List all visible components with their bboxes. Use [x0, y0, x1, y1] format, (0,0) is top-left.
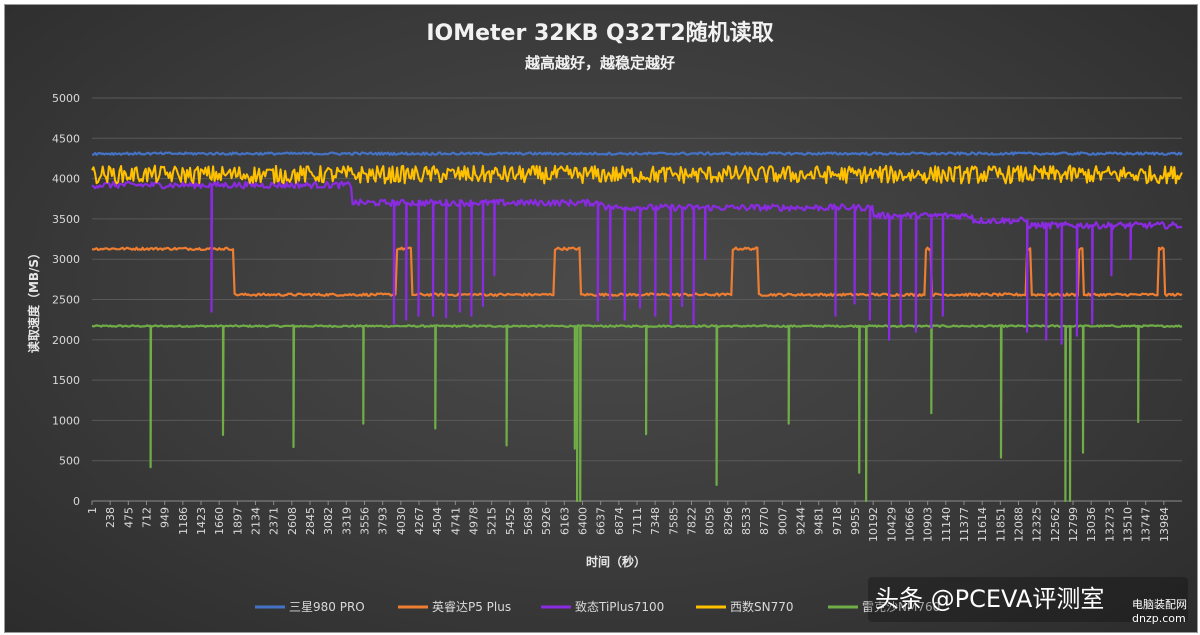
x-tick-label: 10429 — [885, 507, 898, 542]
x-tick-label: 2371 — [268, 507, 281, 535]
legend-label: 三星980 PRO — [289, 600, 365, 614]
x-tick-label: 13747 — [1140, 507, 1153, 542]
x-tick-label: 12325 — [1031, 507, 1044, 542]
x-tick-label: 1186 — [177, 507, 190, 535]
y-tick-label: 3500 — [52, 213, 80, 226]
x-tick-label: 949 — [159, 507, 172, 528]
x-tick-label: 5452 — [504, 507, 517, 535]
x-tick-label: 238 — [104, 507, 117, 528]
y-tick-label: 2000 — [52, 334, 80, 347]
watermark: 头条 @PCEVA评测室 电脑装配网 dnzp.com — [868, 577, 1188, 625]
watermark-backdrop — [868, 577, 1188, 622]
x-tick-label: 4741 — [449, 507, 462, 535]
y-tick-label: 0 — [73, 495, 80, 508]
x-tick-label: 8059 — [704, 507, 717, 535]
x-tick-label: 2845 — [304, 507, 317, 535]
x-tick-label: 1 — [86, 507, 99, 514]
y-tick-label: 1000 — [52, 414, 80, 427]
x-axis-title: 时间（秒） — [586, 554, 646, 569]
x-tick-label: 11614 — [976, 507, 989, 542]
x-tick-label: 13273 — [1103, 507, 1116, 542]
x-tick-label: 6163 — [558, 507, 571, 535]
series-line — [92, 151, 1183, 156]
y-tick-label: 4500 — [52, 132, 80, 145]
y-tick-label: 4000 — [52, 173, 80, 186]
watermark-text: 头条 @PCEVA评测室 — [875, 585, 1104, 613]
x-tick-label: 10903 — [922, 507, 935, 542]
series-line — [91, 164, 1183, 185]
x-tick-label: 7822 — [686, 507, 699, 535]
y-tick-label: 1500 — [52, 374, 80, 387]
x-tick-label: 9955 — [849, 507, 862, 535]
x-tick-label: 9718 — [831, 507, 844, 535]
legend-label: 雷克沙NM760 — [862, 600, 940, 614]
legend: 三星980 PRO 英睿达P5 Plus 致态TiPlus7100 西数SN770 雷克… — [255, 599, 940, 614]
x-tick-label: 4504 — [431, 507, 444, 535]
x-tick-label: 11377 — [958, 507, 971, 542]
y-tick-label: 5000 — [52, 92, 80, 105]
y-axis-title: 读取速度（MB/S） — [26, 247, 41, 353]
x-tick-label: 11851 — [994, 507, 1007, 542]
x-tick-label: 4267 — [413, 507, 426, 535]
x-tick-label: 5926 — [540, 507, 553, 535]
series-lines — [91, 151, 1183, 503]
x-tick-label: 7585 — [667, 507, 680, 535]
series-line — [91, 324, 1183, 503]
x-tick-label: 7111 — [631, 507, 644, 535]
x-tick-label: 13510 — [1122, 507, 1135, 542]
x-tick-label: 13984 — [1158, 507, 1171, 542]
x-tick-label: 4978 — [468, 507, 481, 535]
x-tick-label: 12562 — [1049, 507, 1062, 542]
gridlines — [92, 97, 1182, 502]
x-tick-label: 1897 — [231, 507, 244, 535]
x-tick-label: 3793 — [377, 507, 390, 535]
x-tick-label: 6637 — [595, 507, 608, 535]
series-line — [91, 246, 1183, 297]
x-tick-label: 12799 — [1067, 507, 1080, 542]
x-tick-label: 12088 — [1013, 507, 1026, 542]
x-tick-label: 5215 — [486, 507, 499, 535]
x-tick-label: 10666 — [904, 507, 917, 542]
x-tick-label: 11140 — [940, 507, 953, 542]
legend-label: 致态TiPlus7100 — [575, 600, 664, 614]
chart-frame — [4, 4, 1198, 633]
x-tick-label: 1423 — [195, 507, 208, 535]
x-tick-label: 3082 — [322, 507, 335, 535]
y-axis-ticks: 0 500 1000 1500 2000 2500 3000 3500 4000 4500 5000 — [52, 92, 80, 508]
x-tick-label: 3319 — [340, 507, 353, 535]
x-tick-label: 8533 — [740, 507, 753, 535]
x-tick-label: 6874 — [613, 507, 626, 535]
x-tick-label: 5689 — [522, 507, 535, 535]
x-tick-label: 1660 — [213, 507, 226, 535]
y-tick-label: 500 — [59, 455, 80, 468]
watermark-url: dnzp.com — [1132, 612, 1186, 625]
chart-subtitle: 越高越好，越稳定越好 — [524, 54, 675, 72]
x-tick-label: 8296 — [722, 507, 735, 535]
x-tick-label: 10192 — [867, 507, 880, 542]
legend-label: 英睿达P5 Plus — [432, 599, 511, 614]
x-tick-label: 7348 — [649, 507, 662, 535]
x-tick-label: 712 — [141, 507, 154, 528]
x-axis-ticks: 1 238 475 712 949 1186 1423 1660 1897 2134 2371 260… — [86, 501, 1171, 542]
x-tick-label: 6400 — [577, 507, 590, 535]
x-tick-label: 2608 — [286, 507, 299, 535]
x-tick-label: 3556 — [359, 507, 372, 535]
x-tick-label: 9481 — [813, 507, 826, 535]
x-tick-label: 13036 — [1085, 507, 1098, 542]
x-tick-label: 8770 — [758, 507, 771, 535]
x-tick-label: 2134 — [250, 507, 263, 535]
y-tick-label: 2500 — [52, 294, 80, 307]
x-tick-label: 9007 — [776, 507, 789, 535]
series-line — [91, 180, 1183, 345]
chart-title: IOMeter 32KB Q32T2随机读取 — [426, 20, 773, 46]
x-tick-label: 4030 — [395, 507, 408, 535]
watermark-site: 电脑装配网 — [1132, 598, 1187, 611]
y-tick-label: 3000 — [52, 253, 80, 266]
legend-label: 西数SN770 — [730, 599, 794, 614]
x-tick-label: 9244 — [795, 507, 808, 535]
x-tick-label: 475 — [122, 507, 135, 528]
